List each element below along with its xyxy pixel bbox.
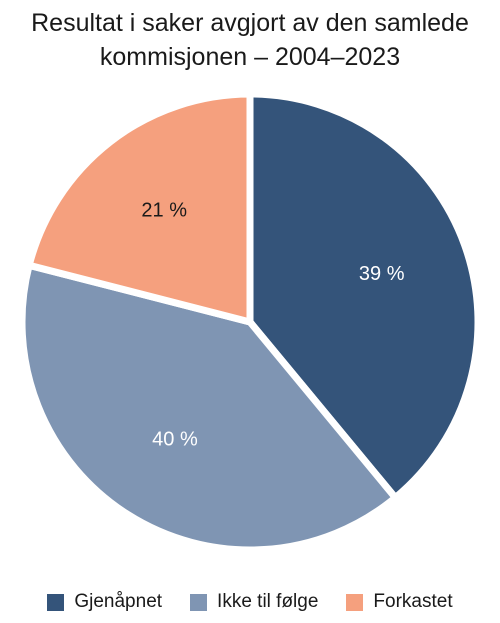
legend-swatch-forkastet <box>346 593 364 611</box>
pie-chart: 39 % 40 % 21 % <box>18 90 482 554</box>
pie-slice-ikke-til-folge <box>18 261 401 554</box>
chart-title-line-2: kommisjonen – 2004–2023 <box>99 43 401 71</box>
legend-label-ikke-til-folge: Ikke til følge <box>217 591 319 612</box>
legend-label-gjenapnet: Gjenåpnet <box>74 591 163 612</box>
slice-label-forkastet: 21 % <box>141 200 187 222</box>
legend-item-ikke-til-folge: Ikke til følge <box>190 591 318 613</box>
slice-label-gjenapnet: 39 % <box>359 263 405 285</box>
chart-title: Resultat i saker avgjort av den samlede … <box>0 6 500 74</box>
chart-title-line-1: Resultat i saker avgjort av den samlede <box>31 9 469 37</box>
legend-item-gjenapnet: Gjenåpnet <box>47 591 162 613</box>
legend-swatch-gjenapnet <box>47 593 65 611</box>
slice-label-ikke-til-folge: 40 % <box>152 428 198 450</box>
chart-legend: Gjenåpnet Ikke til følge Forkastet <box>0 587 500 617</box>
pie-slice-gjenapnet <box>246 90 482 503</box>
pie-slice-forkastet <box>24 90 254 327</box>
legend-item-forkastet: Forkastet <box>346 591 453 613</box>
legend-swatch-ikke-til-folge <box>190 593 208 611</box>
legend-label-forkastet: Forkastet <box>373 591 453 612</box>
